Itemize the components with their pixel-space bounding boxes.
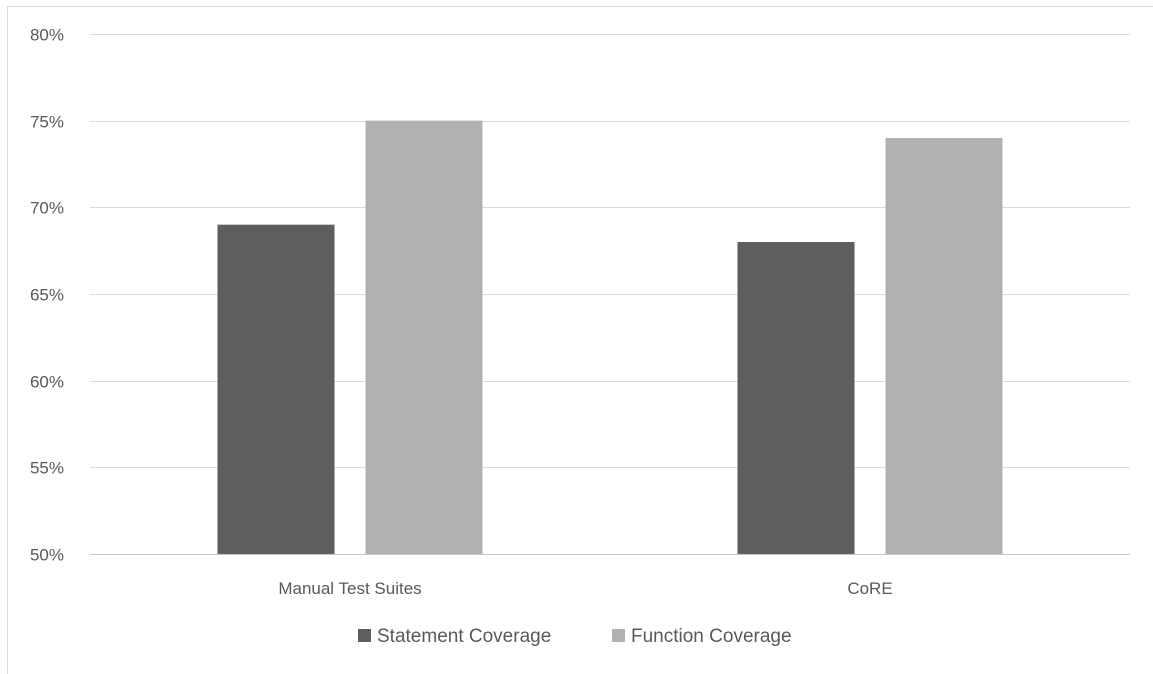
y-tick-label: 80% xyxy=(30,26,64,45)
y-tick-label: 50% xyxy=(30,546,64,565)
y-tick-label: 70% xyxy=(30,199,64,218)
x-category-label: CoRE xyxy=(847,579,892,598)
x-category-label: Manual Test Suites xyxy=(278,579,421,598)
bar-function-coverage xyxy=(885,138,1003,554)
y-tick-label: 65% xyxy=(30,286,64,305)
legend-swatch xyxy=(358,629,371,642)
bar-statement-coverage xyxy=(217,224,335,554)
bar-function-coverage xyxy=(365,120,483,555)
bar-statement-coverage xyxy=(737,242,855,554)
y-tick-label: 75% xyxy=(30,113,64,132)
y-tick-label: 55% xyxy=(30,459,64,478)
legend-swatch xyxy=(612,629,625,642)
legend-label: Function Coverage xyxy=(631,626,792,647)
y-tick-label: 60% xyxy=(30,373,64,392)
legend-label: Statement Coverage xyxy=(377,626,551,647)
